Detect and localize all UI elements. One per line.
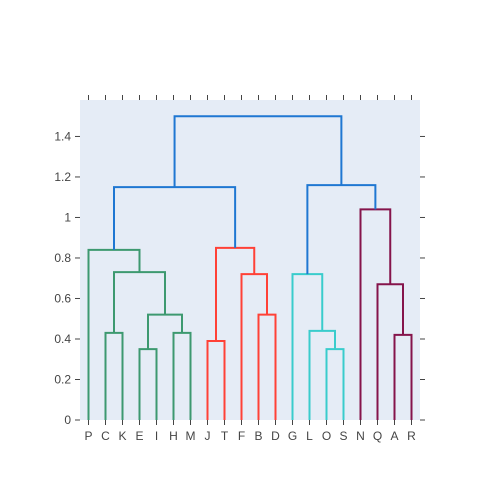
leaf-label: H (169, 429, 178, 443)
leaf-label: R (407, 429, 416, 443)
y-tick-label: 1.2 (54, 170, 71, 184)
leaf-label: O (322, 429, 331, 443)
leaf-label: A (390, 429, 398, 443)
axis-ticks (75, 95, 425, 425)
dendrogram-link (147, 313, 183, 350)
dendrogram-link (257, 313, 277, 420)
dendrogram-link (393, 333, 413, 420)
leaf-label: L (306, 429, 313, 443)
leaf-label: I (155, 429, 158, 443)
y-tick-label: 1 (64, 210, 71, 224)
leaf-label: E (135, 429, 143, 443)
y-tick-label: 1.4 (54, 129, 71, 143)
leaf-label: J (205, 429, 211, 443)
dendrogram-links (87, 115, 413, 420)
plot-background (80, 100, 420, 420)
leaf-label: S (339, 429, 347, 443)
dendrogram-link (376, 283, 404, 420)
dendrogram-link (173, 115, 343, 188)
dendrogram-link (113, 271, 166, 333)
dendrogram-link (138, 348, 158, 420)
leaf-label: Q (373, 429, 382, 443)
y-tick-label: 0.6 (54, 291, 71, 305)
dendrogram-link (206, 340, 226, 420)
y-tick-labels: 0 0.2 0.4 0.6 0.8 1 1.2 1.4 (54, 129, 71, 427)
leaf-label: D (271, 429, 280, 443)
leaf-label: P (84, 429, 92, 443)
leaf-label: C (101, 429, 110, 443)
leaf-label: T (221, 429, 229, 443)
y-tick-label: 0.8 (54, 251, 71, 265)
leaf-label: B (254, 429, 262, 443)
leaf-label: F (238, 429, 245, 443)
dendrogram-link (325, 348, 345, 420)
y-tick-label: 0 (64, 413, 71, 427)
leaf-label: M (186, 429, 196, 443)
leaf-label: K (118, 429, 126, 443)
leaf-label: N (356, 429, 365, 443)
leaf-label: G (288, 429, 297, 443)
y-tick-label: 0.2 (54, 372, 71, 386)
y-tick-label: 0.4 (54, 332, 71, 346)
dendrogram-link (113, 186, 237, 250)
